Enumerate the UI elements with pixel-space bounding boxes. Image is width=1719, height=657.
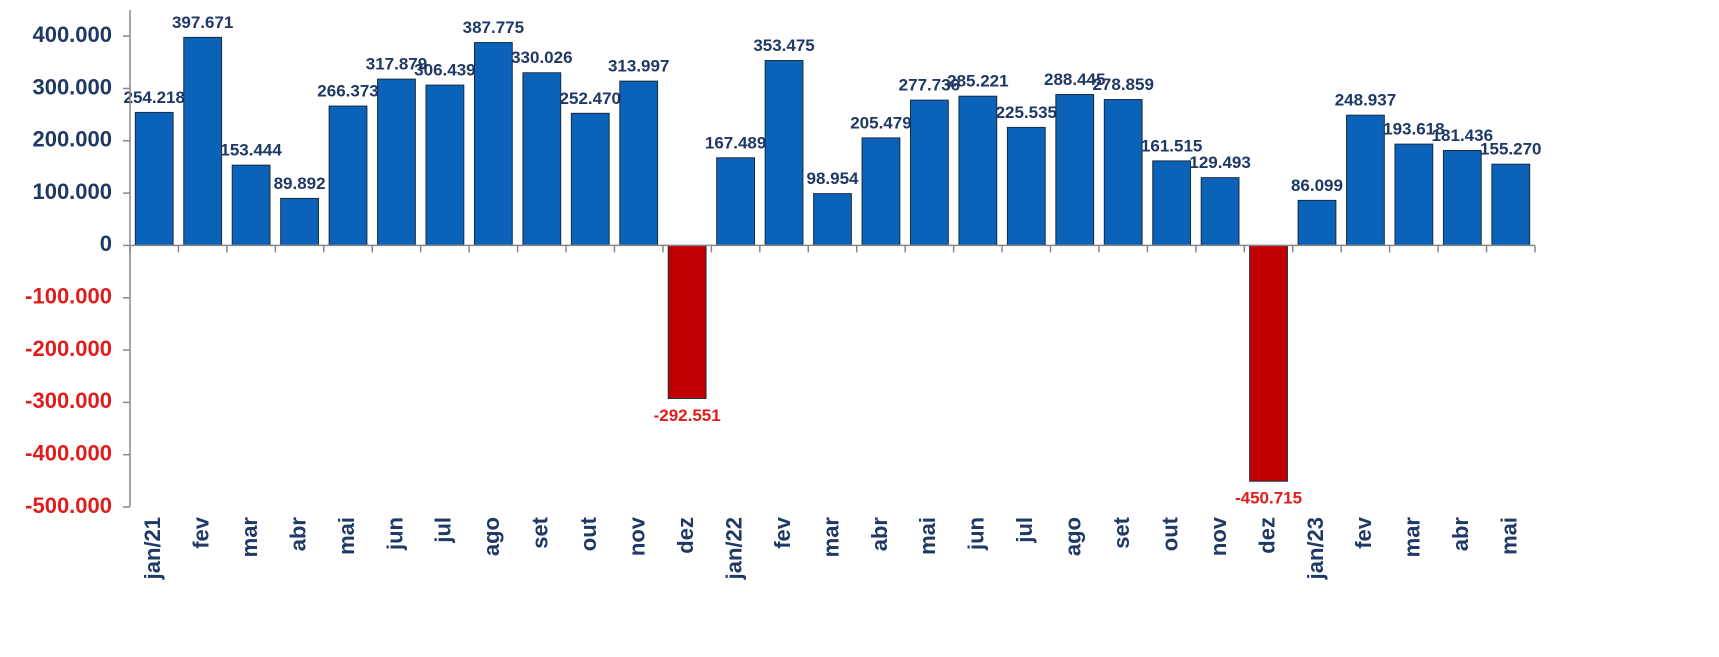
value-label: 89.892: [274, 174, 326, 193]
value-label: 205.479: [850, 113, 911, 132]
x-tick-label: fev: [1351, 516, 1376, 549]
x-tick-label: jul: [431, 517, 456, 544]
value-label: 254.218: [123, 88, 184, 107]
y-tick-label: -500.000: [25, 493, 112, 518]
bar: [1491, 163, 1531, 246]
y-tick-label: -300.000: [25, 388, 112, 413]
value-label: 285.221: [947, 72, 1008, 91]
bar: [861, 137, 901, 246]
value-label: 387.775: [463, 18, 524, 37]
x-tick-label: jan/23: [1303, 517, 1328, 580]
value-label: 153.444: [220, 141, 282, 160]
value-label: 193.618: [1383, 120, 1444, 139]
value-label: 313.997: [608, 57, 669, 76]
bar: [522, 72, 562, 246]
x-tick-label: set: [528, 516, 553, 548]
x-tick-label: abr: [867, 517, 892, 552]
x-tick-label: jun: [964, 517, 989, 551]
bar: [1006, 126, 1046, 246]
bar: [764, 59, 804, 246]
bar: [716, 157, 755, 246]
y-tick-label: 200.000: [32, 127, 112, 152]
x-tick-label: set: [1109, 516, 1134, 548]
value-label: 155.270: [1480, 140, 1541, 159]
x-tick-label: ago: [1061, 517, 1086, 556]
y-tick-label: 300.000: [32, 74, 112, 99]
x-tick-label: fev: [770, 516, 795, 549]
x-tick-label: mar: [237, 517, 262, 558]
bar: [1394, 143, 1434, 246]
x-tick-label: abr: [285, 517, 310, 552]
bar: [1442, 150, 1482, 246]
x-tick-label: out: [576, 516, 601, 551]
bar: [1103, 99, 1143, 246]
value-label: 306.439: [414, 61, 475, 80]
y-tick-label: 400.000: [32, 22, 112, 47]
value-label: 353.475: [753, 36, 814, 55]
value-label: 161.515: [1141, 136, 1202, 155]
value-label: -292.551: [654, 406, 721, 425]
value-label: 266.373: [317, 82, 378, 101]
value-label: 248.937: [1335, 91, 1396, 110]
bar: [1297, 199, 1337, 246]
value-label: 288.445: [1044, 70, 1105, 89]
bar: [134, 111, 174, 246]
y-tick-label: 100.000: [32, 179, 112, 204]
x-tick-label: ago: [479, 517, 504, 556]
x-tick-label: mar: [1400, 517, 1425, 558]
bar: [1200, 177, 1240, 246]
x-tick-label: mai: [1497, 517, 1522, 555]
bar: [473, 42, 513, 246]
bar: [328, 105, 368, 246]
x-tick-label: jan/22: [721, 517, 746, 580]
bar: [570, 112, 610, 246]
value-label: 181.436: [1432, 126, 1493, 145]
value-label: -450.715: [1235, 489, 1302, 508]
x-tick-label: nov: [625, 516, 650, 556]
bar: [813, 193, 852, 246]
bar: [910, 99, 949, 246]
y-tick-label: -400.000: [25, 440, 112, 465]
bar: [377, 78, 416, 246]
bar: [231, 164, 271, 246]
x-tick-label: out: [1157, 516, 1182, 551]
value-label: 225.535: [996, 103, 1057, 122]
bar: [1249, 244, 1288, 482]
bar: [619, 80, 659, 246]
value-label: 317.879: [366, 55, 427, 74]
bar: [667, 244, 707, 399]
value-label: 167.489: [705, 133, 766, 152]
value-label: 278.859: [1092, 75, 1153, 94]
x-tick-label: dez: [673, 517, 698, 554]
bar: [1152, 160, 1192, 246]
value-label: 129.493: [1189, 153, 1250, 172]
bar: [1346, 114, 1385, 246]
x-tick-label: mar: [818, 517, 843, 558]
value-label: 277.736: [899, 76, 960, 95]
bar: [280, 197, 319, 246]
value-label: 252.470: [560, 89, 621, 108]
x-tick-label: nov: [1206, 516, 1231, 556]
x-tick-label: fev: [188, 516, 213, 549]
y-tick-label: -100.000: [25, 284, 112, 309]
x-tick-label: dez: [1254, 517, 1279, 554]
value-label: 330.026: [511, 48, 572, 67]
bar: [1055, 94, 1095, 246]
value-label: 86.099: [1291, 176, 1343, 195]
x-tick-label: mai: [334, 517, 359, 555]
y-tick-label: 0: [100, 231, 112, 256]
bar: [183, 36, 223, 246]
y-tick-label: -200.000: [25, 336, 112, 361]
x-tick-label: jun: [382, 517, 407, 551]
x-tick-label: abr: [1448, 517, 1473, 552]
value-label: 397.671: [172, 13, 233, 32]
x-tick-label: jul: [1012, 517, 1037, 544]
x-tick-label: mai: [915, 517, 940, 555]
bar: [425, 84, 465, 246]
x-tick-label: jan/21: [140, 517, 165, 580]
value-label: 98.954: [807, 169, 860, 188]
bar: [958, 95, 998, 246]
